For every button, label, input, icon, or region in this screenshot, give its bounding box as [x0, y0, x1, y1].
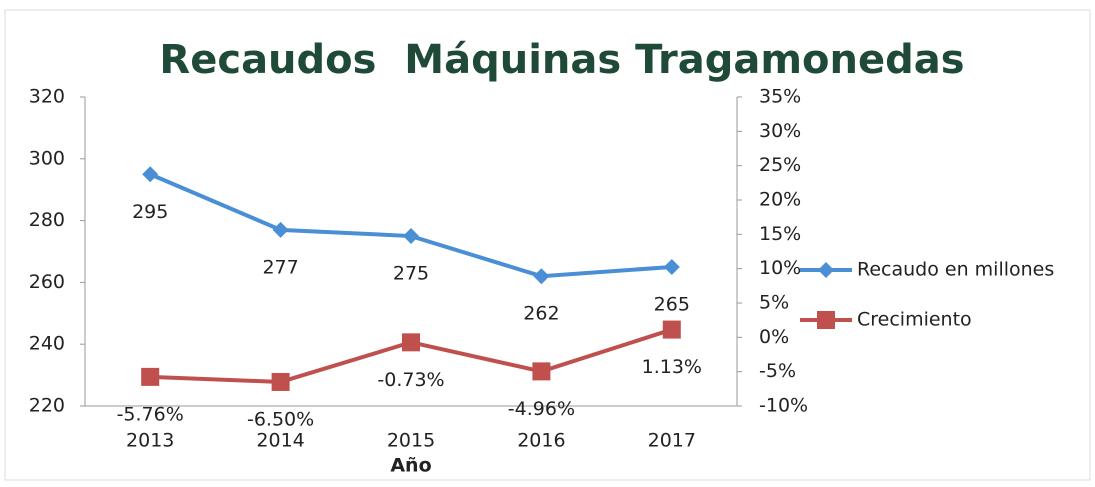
data-point [532, 362, 551, 381]
y2-tick-label: 25% [759, 154, 801, 176]
x-tick-label: 2013 [126, 430, 174, 452]
legend-label: Recaudo en millones [857, 259, 1054, 281]
legend-marker [817, 311, 835, 329]
x-tick-label: 2017 [648, 430, 696, 452]
data-point [533, 268, 550, 285]
data-label: 295 [132, 201, 168, 223]
data-point [402, 333, 420, 352]
y2-tick-label: 30% [759, 120, 801, 142]
data-label: 262 [523, 303, 559, 325]
y-tick-label: 240 [29, 333, 65, 355]
y2-tick-label: 5% [759, 292, 789, 314]
data-label: 275 [393, 263, 429, 285]
data-label: 265 [654, 293, 690, 315]
chart-border [4, 9, 1091, 481]
y-tick-label: 260 [29, 271, 65, 293]
y2-tick-label: -5% [759, 360, 796, 382]
legend-marker [818, 262, 834, 278]
legend-label: Crecimiento [857, 309, 972, 331]
y2-tick-label: 15% [759, 223, 801, 245]
data-label: -0.73% [377, 369, 444, 391]
y2-tick-label: 35% [759, 86, 801, 108]
data-point [403, 228, 419, 245]
series-line [149, 172, 672, 279]
y-tick-label: 220 [29, 395, 65, 417]
data-point [272, 221, 289, 238]
y-tick-label: 300 [29, 147, 65, 169]
y2-tick-label: 20% [759, 189, 801, 211]
x-tick-label: 2016 [517, 430, 565, 452]
y2-tick-label: -10% [759, 395, 808, 417]
data-label: 277 [262, 256, 298, 278]
data-point [142, 166, 159, 183]
y2-tick-label: 10% [759, 257, 801, 279]
y2-tick-label: 0% [759, 326, 789, 348]
data-point [662, 320, 681, 339]
y-tick-label: 320 [29, 86, 65, 108]
data-label: 1.13% [642, 356, 702, 378]
x-tick-label: 2015 [387, 430, 435, 452]
data-point [271, 372, 290, 391]
data-label: -5.76% [117, 403, 184, 425]
data-label: -6.50% [247, 408, 314, 430]
chart-title: Recaudos Máquinas Tragamonedas [159, 37, 964, 83]
data-point [663, 258, 680, 275]
y-tick-label: 280 [29, 209, 65, 231]
x-tick-label: 2014 [256, 430, 304, 452]
data-label: -4.96% [508, 398, 575, 420]
x-axis-label: Año [390, 455, 431, 477]
data-point [141, 367, 160, 386]
